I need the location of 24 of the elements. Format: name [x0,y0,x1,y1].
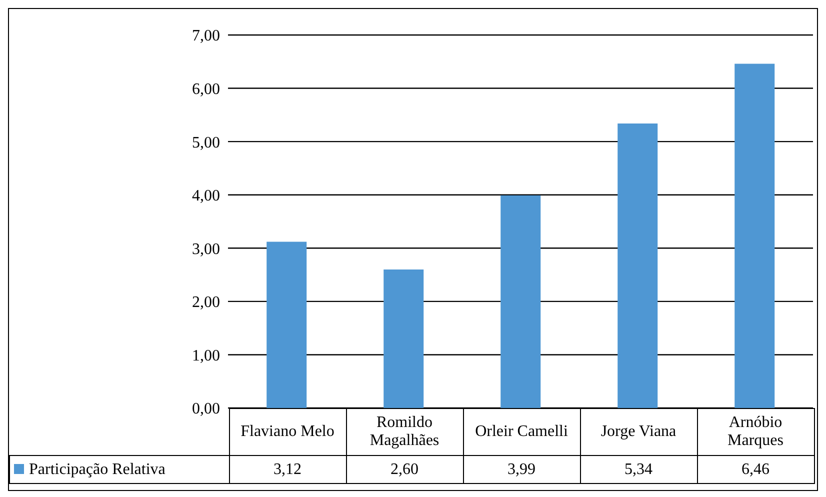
x-tick-label: Arnóbio Marques [697,408,814,456]
bar [500,195,541,408]
y-tick-label: 6,00 [192,80,220,98]
data-label: 3,12 [229,456,346,484]
x-tick-label: Jorge Viana [580,408,697,456]
data-label: 3,99 [463,456,580,484]
bar [618,123,658,408]
legend-label: Participação Relativa [10,456,229,484]
y-tick-label: 7,00 [192,28,220,45]
y-tick-label: 5,00 [192,134,220,152]
x-tick-label: Romildo Magalhães [346,408,463,456]
bar [266,242,307,408]
y-tick-label: 0,00 [192,400,220,418]
bar [384,269,424,408]
bar [734,64,775,408]
y-tick-label: 4,00 [192,188,220,205]
x-tick-label: Orleir Camelli [463,408,580,456]
data-label: 6,46 [697,456,814,484]
y-tick-label: 3,00 [192,240,220,258]
y-tick-label: 2,00 [192,294,220,312]
data-label: 2,60 [346,456,463,484]
x-tick-label: Flaviano Melo [229,408,346,456]
y-tick-label: 1,00 [192,347,220,364]
data-label: 5,34 [580,456,697,484]
